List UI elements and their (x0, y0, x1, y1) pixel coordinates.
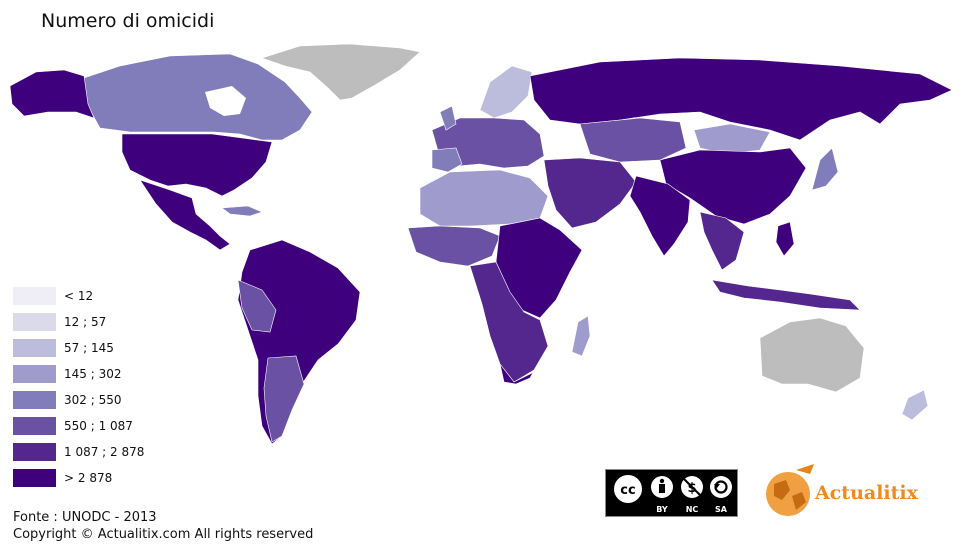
legend-label: 1 087 ; 2 878 (64, 445, 145, 459)
legend-label: < 12 (64, 289, 94, 303)
legend-swatch (13, 443, 56, 461)
legend-swatch (13, 339, 56, 357)
region-philippines[interactable] (775, 221, 795, 257)
license-label-nc: NC (686, 505, 699, 514)
legend-swatch (13, 469, 56, 487)
region-south-africa[interactable] (499, 359, 541, 385)
legend-label: > 2 878 (64, 471, 113, 485)
legend-swatch (13, 417, 56, 435)
legend-swatch (13, 313, 56, 331)
world-map (9, 43, 953, 445)
region-iberia[interactable] (431, 147, 463, 173)
region-japan[interactable] (811, 147, 839, 191)
source-note: Fonte : UNODC - 2013 (13, 510, 157, 525)
region-peru[interactable] (237, 279, 277, 333)
region-greenland[interactable] (261, 43, 421, 101)
globe-icon (766, 464, 814, 516)
region-mexico[interactable] (139, 179, 231, 251)
region-argentina[interactable] (263, 355, 305, 443)
legend-swatch (13, 391, 56, 409)
region-west-africa[interactable] (407, 225, 501, 267)
svg-text:cc: cc (620, 483, 635, 498)
brand-logo[interactable]: Actualitix (760, 460, 960, 520)
region-canada[interactable] (77, 53, 313, 141)
region-caribbean[interactable] (221, 205, 263, 217)
region-central-asia[interactable] (579, 117, 687, 163)
region-alaska[interactable] (9, 69, 95, 119)
region-central-africa[interactable] (469, 261, 549, 383)
by-icon (651, 476, 673, 498)
region-indonesia[interactable] (711, 279, 861, 311)
region-australia[interactable] (759, 317, 865, 393)
legend-swatch (13, 287, 56, 305)
region-south-america[interactable] (237, 239, 361, 445)
license-label-by: BY (656, 505, 668, 514)
license-label-sa: SA (715, 505, 728, 514)
legend-label: 550 ; 1 087 (64, 419, 133, 433)
legend-swatch (13, 365, 56, 383)
region-india[interactable] (629, 175, 691, 257)
sa-icon (710, 476, 732, 498)
svg-text:$: $ (687, 481, 696, 496)
legend-label: 145 ; 302 (64, 367, 122, 381)
region-mongolia[interactable] (693, 123, 771, 155)
brand-name: Actualitix (815, 482, 918, 504)
legend-label: 302 ; 550 (64, 393, 122, 407)
region-southeast-asia[interactable] (699, 211, 745, 271)
region-scandinavia[interactable] (479, 65, 533, 119)
region-uk[interactable] (439, 105, 457, 131)
region-middle-east[interactable] (543, 157, 637, 229)
region-madagascar[interactable] (571, 315, 591, 357)
nc-icon: $ (681, 476, 703, 498)
license-badge[interactable]: cc $ BY NC SA (605, 469, 738, 517)
copyright-note: Copyright © Actualitix.com All rights re… (13, 527, 314, 542)
water-hudson-bay (205, 86, 246, 116)
map-title: Numero di omicidi (41, 10, 215, 32)
legend-label: 57 ; 145 (64, 341, 114, 355)
region-usa[interactable] (121, 133, 273, 197)
region-new-zealand[interactable] (901, 389, 929, 421)
legend-label: 12 ; 57 (64, 315, 107, 329)
cc-icon: cc (612, 473, 644, 505)
region-north-africa[interactable] (419, 169, 549, 227)
region-china[interactable] (659, 147, 807, 225)
